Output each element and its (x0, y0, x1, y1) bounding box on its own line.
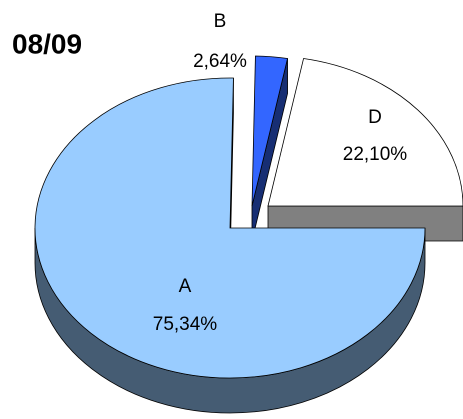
pie-slice (251, 55, 289, 207)
pie-slice (34, 77, 426, 379)
slice-label: B (214, 11, 227, 32)
slice-value-label: 22,10% (343, 144, 408, 165)
pie-slice (267, 58, 463, 207)
slice-value-label: 75,34% (153, 314, 218, 335)
chart-title: 08/09 (12, 28, 82, 59)
slice-value-label: 2,64% (193, 51, 247, 72)
slice-label: D (368, 107, 382, 128)
slice-label: A (179, 276, 192, 297)
